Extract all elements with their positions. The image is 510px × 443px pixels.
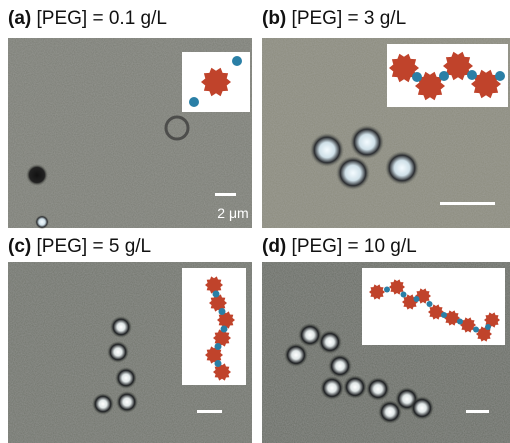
scale-bar xyxy=(440,202,495,205)
panel-label: (b) [PEG] = 3 g/L xyxy=(262,8,406,29)
polymer-icon xyxy=(467,70,477,80)
particle xyxy=(336,156,370,190)
particle xyxy=(410,396,434,420)
polymer-icon xyxy=(401,292,407,298)
polymer-icon xyxy=(485,324,491,330)
polymer-icon xyxy=(232,56,242,66)
panel-letter: (d) xyxy=(262,236,286,257)
particle xyxy=(115,367,137,389)
panel-condition: [PEG] = 0.1 g/L xyxy=(37,8,167,29)
polymer-icon xyxy=(441,312,447,318)
scale-bar-label: 2 μm xyxy=(217,205,248,221)
panel-condition: [PEG] = 10 g/L xyxy=(292,236,417,257)
panel-letter: (b) xyxy=(262,8,286,29)
particle xyxy=(350,125,384,159)
polymer-icon xyxy=(215,343,222,350)
scale-bar xyxy=(215,193,236,196)
polymer-icon xyxy=(412,72,422,82)
figure: 2 μm (a) [PEG] = 0.1 g/L (b) [PEG] = 3 g… xyxy=(0,0,510,443)
polymer-icon xyxy=(219,308,226,315)
particle xyxy=(284,343,308,367)
polymer-icon xyxy=(414,296,420,302)
particle xyxy=(366,377,390,401)
particle xyxy=(320,376,344,400)
panel-letter: (c) xyxy=(8,236,31,257)
particle xyxy=(318,330,342,354)
particle xyxy=(107,341,129,363)
particle xyxy=(35,215,49,229)
particle xyxy=(310,133,344,167)
particle xyxy=(385,151,419,185)
particle xyxy=(110,316,132,338)
particle xyxy=(328,354,352,378)
panel-label: (d) [PEG] = 10 g/L xyxy=(262,236,417,257)
polymer-icon xyxy=(427,301,433,307)
polymer-icon xyxy=(213,291,220,298)
particle xyxy=(26,164,48,186)
page: 2 μm (a) [PEG] = 0.1 g/L (b) [PEG] = 3 g… xyxy=(0,0,510,443)
panel-condition: [PEG] = 5 g/L xyxy=(37,236,152,257)
panel-letter: (a) xyxy=(8,8,31,29)
polymer-icon xyxy=(215,360,222,367)
polymer-icon xyxy=(495,71,505,81)
polymer-icon xyxy=(439,71,449,81)
particle xyxy=(92,393,114,415)
polymer-icon xyxy=(384,287,390,293)
polymer-icon xyxy=(189,97,199,107)
particle xyxy=(343,375,367,399)
scale-bar xyxy=(197,410,222,413)
panel-condition: [PEG] = 3 g/L xyxy=(292,8,407,29)
scale-bar xyxy=(466,410,489,413)
polymer-icon xyxy=(221,326,228,333)
polymer-icon xyxy=(457,319,463,325)
polymer-icon xyxy=(473,327,479,333)
panel-label: (a) [PEG] = 0.1 g/L xyxy=(8,8,167,29)
panel-label: (c) [PEG] = 5 g/L xyxy=(8,236,151,257)
particle xyxy=(116,391,138,413)
